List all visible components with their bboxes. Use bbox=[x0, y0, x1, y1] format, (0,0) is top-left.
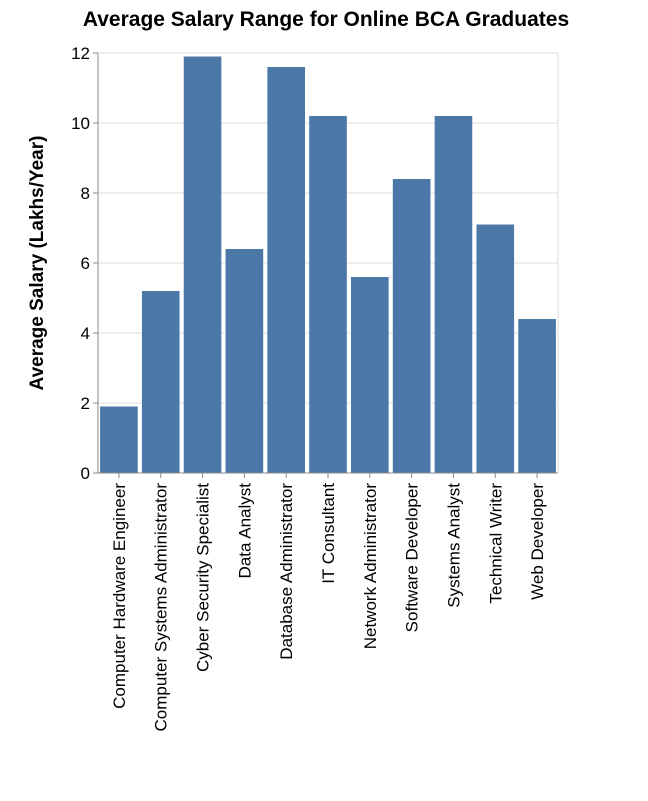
x-tick-label: Cyber Security Specialist bbox=[194, 483, 213, 672]
bar bbox=[267, 67, 305, 473]
x-tick-label: Web Developer bbox=[528, 483, 547, 600]
bar bbox=[392, 179, 431, 473]
bars bbox=[100, 56, 556, 473]
bar bbox=[351, 277, 389, 473]
x-tick-label: IT Consultant bbox=[319, 483, 338, 584]
y-tick-label: 0 bbox=[81, 464, 90, 483]
y-tick-label: 6 bbox=[81, 254, 90, 273]
bar bbox=[141, 291, 180, 473]
x-tick-label: Data Analyst bbox=[235, 483, 254, 579]
bar bbox=[225, 249, 264, 473]
x-tick-label: Computer Systems Administrator bbox=[152, 483, 171, 732]
axes: 0 2 4 6 8 10 12 Computer Hardware Engineer Compu… bbox=[71, 44, 558, 731]
bar bbox=[518, 319, 556, 473]
chart-title: Average Salary Range for Online BCA Grad… bbox=[83, 8, 569, 31]
x-tick-label: Technical Writer bbox=[486, 483, 505, 604]
y-axis-title: Average Salary (Lakhs/Year) bbox=[27, 136, 48, 391]
bar bbox=[309, 116, 347, 473]
y-tick-label: 8 bbox=[81, 184, 90, 203]
x-tick-label: Computer Hardware Engineer bbox=[110, 483, 129, 709]
x-tick-label: Systems Analyst bbox=[444, 483, 463, 608]
y-tick-label: 2 bbox=[81, 394, 90, 413]
y-tick-label: 4 bbox=[81, 324, 90, 343]
bar bbox=[100, 406, 138, 473]
y-tick-label: 12 bbox=[71, 44, 90, 63]
y-tick-label: 10 bbox=[71, 114, 90, 133]
bar bbox=[434, 116, 473, 473]
x-tick-label: Software Developer bbox=[403, 483, 422, 633]
x-tick-label: Network Administrator bbox=[361, 483, 380, 650]
bar bbox=[183, 56, 222, 473]
bar bbox=[476, 224, 515, 473]
x-tick-label: Database Administrator bbox=[277, 483, 296, 660]
